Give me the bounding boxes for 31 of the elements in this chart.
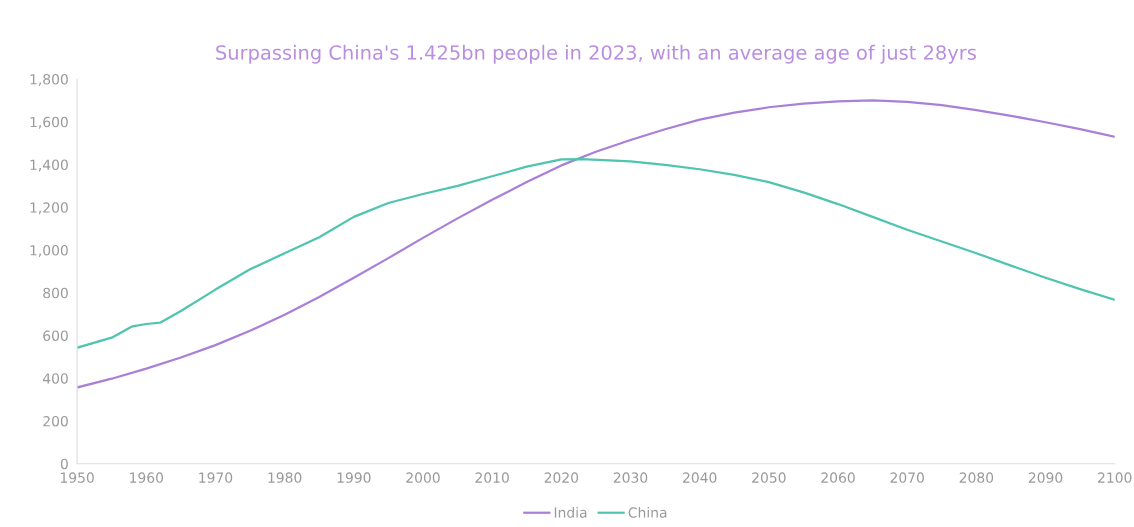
y-tick-label: 600 xyxy=(43,330,68,341)
y-tick-label: 1,800 xyxy=(30,74,68,86)
legend-label: China xyxy=(628,507,667,518)
x-tick-label: 2070 xyxy=(890,472,924,483)
x-tick-label: 1960 xyxy=(130,472,164,483)
x-tick-label: 2100 xyxy=(1098,472,1132,483)
y-tick-label: 400 xyxy=(42,373,68,384)
x-tick-label: 1980 xyxy=(268,472,302,483)
x-tick-label: 1950 xyxy=(60,472,94,483)
y-tick-label: 1,200 xyxy=(30,202,68,215)
line-series xyxy=(77,158,1115,349)
line-series xyxy=(77,99,1115,389)
y-tick-label: 0 xyxy=(60,458,68,470)
x-tick-label: 2080 xyxy=(959,472,994,483)
x-tick-label: 2030 xyxy=(613,472,648,483)
x-tick-label: 2060 xyxy=(821,472,855,483)
x-tick-label: 2090 xyxy=(1028,472,1063,483)
x-tick-label: 2010 xyxy=(475,472,509,483)
y-tick-label: 200 xyxy=(43,415,68,427)
x-tick-label: 1970 xyxy=(199,472,233,483)
y-tick-label: 1,600 xyxy=(30,116,68,129)
y-tick-label: 1,400 xyxy=(30,159,68,172)
y-tick-label: 1,000 xyxy=(30,245,68,257)
x-tick-label: 2020 xyxy=(544,472,579,483)
x-tick-label: 2000 xyxy=(406,472,440,483)
x-tick-label: 2050 xyxy=(752,472,786,483)
x-tick-label: 1990 xyxy=(337,472,371,483)
x-tick-label: 2040 xyxy=(683,472,717,483)
chart-title: Surpassing China's 1.425bn people in 2023, with an average age of just 28yrs xyxy=(216,44,976,64)
legend-label: India xyxy=(554,507,587,518)
y-tick-label: 800 xyxy=(43,287,68,299)
